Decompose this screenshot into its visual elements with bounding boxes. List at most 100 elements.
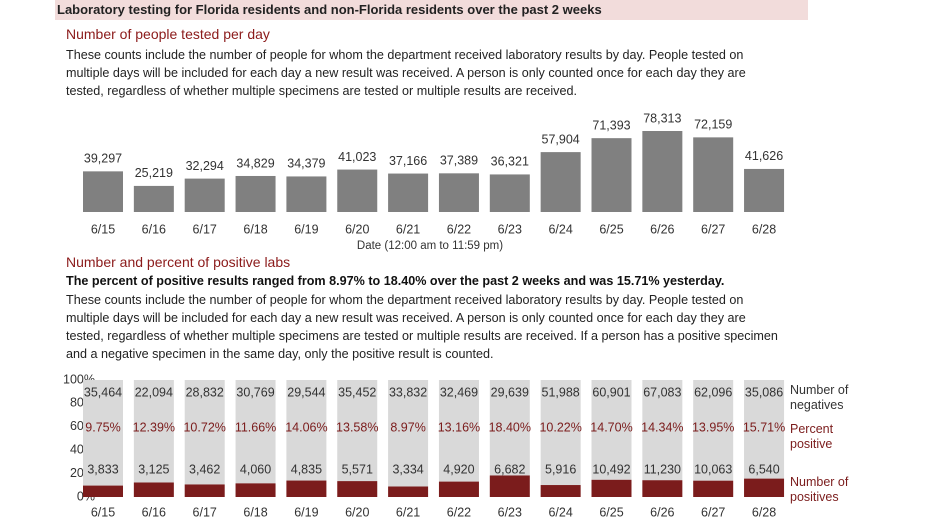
x-tick-label: 6/16 <box>142 222 166 236</box>
percent-label: 13.16% <box>438 420 480 434</box>
percent-label: 18.40% <box>489 420 531 434</box>
negatives-label: 60,901 <box>592 385 630 399</box>
negatives-label: 29,544 <box>287 385 325 399</box>
paragraph: These counts include the number of peopl… <box>66 48 746 98</box>
bar-positive <box>235 483 276 497</box>
x-tick-label: 6/24 <box>548 505 572 519</box>
legend-label: Number of positives <box>790 475 849 504</box>
negatives-label: 35,464 <box>84 385 122 399</box>
x-tick-label: 6/19 <box>294 222 318 236</box>
negatives-label: 32,469 <box>440 385 478 399</box>
positives-label: 10,492 <box>592 462 630 476</box>
bar <box>388 173 429 212</box>
bar-positive <box>642 480 683 497</box>
bar-negative <box>235 380 276 484</box>
percent-label: 10.22% <box>539 420 581 434</box>
positives-label: 5,571 <box>342 462 373 476</box>
legend-label: Percent positive <box>790 422 834 451</box>
bar-positive <box>591 479 632 497</box>
bar <box>489 174 530 212</box>
positives-label: 10,063 <box>694 462 732 476</box>
section-title: Number and percent of positive labs <box>66 254 291 270</box>
x-tick-label: 6/26 <box>650 222 674 236</box>
section-title: Number of people tested per day <box>66 26 270 42</box>
x-tick-label: 6/19 <box>294 505 318 519</box>
positives-label: 6,682 <box>494 462 525 476</box>
bar-positive <box>540 485 581 497</box>
data-label: 78,313 <box>643 111 681 125</box>
bar <box>235 175 276 212</box>
bar-negative <box>337 380 378 482</box>
percent-label: 9.75% <box>85 420 120 434</box>
positives-label: 3,833 <box>87 462 118 476</box>
positives-label: 3,462 <box>189 462 220 476</box>
paragraph: These counts include the number of peopl… <box>66 293 778 361</box>
x-tick-label: 6/21 <box>396 505 420 519</box>
x-axis-label: Date (12:00 am to 11:59 pm) <box>357 240 503 252</box>
bar-positive <box>184 484 225 497</box>
x-tick-label: 6/20 <box>345 222 369 236</box>
data-label: 37,166 <box>389 154 427 168</box>
x-tick-label: 6/26 <box>650 505 674 519</box>
bar <box>591 138 632 212</box>
positives-label: 5,916 <box>545 462 576 476</box>
data-label: 32,294 <box>186 159 224 173</box>
bar-negative <box>693 380 734 481</box>
x-tick-label: 6/22 <box>447 222 471 236</box>
data-label: 25,219 <box>135 166 173 180</box>
x-tick-label: 6/23 <box>498 505 522 519</box>
x-tick-label: 6/28 <box>752 505 776 519</box>
bar <box>133 185 174 212</box>
bar-negative <box>388 380 429 487</box>
x-tick-label: 6/16 <box>142 505 166 519</box>
percent-label: 13.58% <box>336 420 378 434</box>
bar-positive <box>286 480 327 497</box>
bar-negative <box>133 380 174 483</box>
bar-negative <box>744 380 785 479</box>
x-tick-label: 6/28 <box>752 222 776 236</box>
bar <box>438 173 479 212</box>
percent-label: 15.71% <box>743 420 785 434</box>
x-tick-label: 6/15 <box>91 505 115 519</box>
bar-negative <box>286 380 327 481</box>
positives-label: 11,230 <box>644 462 681 476</box>
data-label: 34,829 <box>236 156 274 170</box>
negatives-label: 35,086 <box>745 385 783 399</box>
data-label: 37,389 <box>440 154 478 168</box>
bar <box>286 176 327 212</box>
percent-label: 14.06% <box>285 420 327 434</box>
bar-positive <box>438 481 479 497</box>
negatives-label: 62,096 <box>694 385 732 399</box>
percent-label: 13.95% <box>692 420 734 434</box>
bar-negative <box>591 380 632 480</box>
x-tick-label: 6/25 <box>599 222 623 236</box>
bar <box>83 171 123 212</box>
positives-label: 4,835 <box>291 462 322 476</box>
negatives-label: 35,452 <box>338 385 376 399</box>
percent-label: 11.66% <box>235 420 276 434</box>
x-tick-label: 6/20 <box>345 505 369 519</box>
negatives-label: 67,083 <box>643 385 681 399</box>
bar-negative <box>642 380 683 481</box>
bar-positive <box>133 482 174 497</box>
x-tick-label: 6/17 <box>193 505 217 519</box>
negatives-label: 22,094 <box>135 385 173 399</box>
highlight: The percent of positive results ranged f… <box>66 274 725 288</box>
bar-negative <box>540 380 581 486</box>
bar-positive <box>337 481 378 497</box>
x-tick-label: 6/21 <box>396 222 420 236</box>
bar-positive <box>744 478 785 497</box>
percent-label: 10.72% <box>183 420 225 434</box>
bar <box>642 131 683 212</box>
bar-negative <box>184 380 225 485</box>
percent-label: 8.97% <box>390 420 425 434</box>
x-tick-label: 6/25 <box>599 505 623 519</box>
legend-label: Number of negatives <box>790 383 849 412</box>
positives-label: 4,920 <box>443 462 474 476</box>
bar-positive <box>693 480 734 497</box>
bar <box>540 152 581 212</box>
bar-positive <box>489 475 530 497</box>
bar <box>337 169 378 212</box>
data-label: 39,297 <box>84 152 122 166</box>
